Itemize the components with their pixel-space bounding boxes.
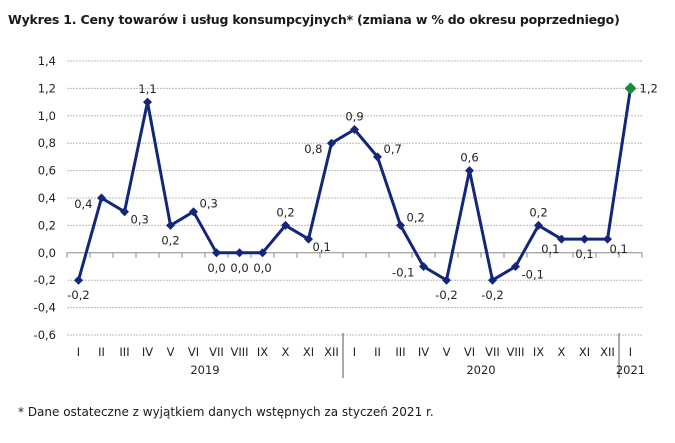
x-tick-label: VII (485, 345, 500, 359)
y-tick-label: 0,2 (38, 218, 56, 232)
data-label: 0,1 (541, 242, 559, 256)
data-point-marker (419, 262, 428, 271)
x-tick-label: IV (142, 345, 153, 359)
y-tick-label: 1,0 (38, 109, 56, 123)
x-tick-label: IX (533, 345, 544, 359)
data-label: 0,0 (207, 261, 225, 275)
data-label: -0,1 (392, 266, 414, 280)
x-tick-label: VIII (506, 345, 524, 359)
data-label: 0,2 (276, 205, 294, 219)
year-label: 2020 (466, 363, 495, 377)
data-point-marker (396, 220, 405, 230)
x-tick-label: XI (579, 345, 590, 359)
year-label: 2019 (190, 363, 219, 377)
data-label: 1,2 (640, 81, 658, 95)
data-point-marker (488, 275, 497, 285)
x-tick-label: X (558, 345, 566, 359)
data-label: -0,1 (522, 268, 544, 282)
x-tick-label: II (374, 345, 381, 359)
data-label: -0,2 (435, 288, 457, 302)
data-label: 0,7 (384, 142, 402, 156)
data-label: 0,6 (460, 151, 478, 165)
data-label: 0,0 (253, 261, 271, 275)
y-tick-label: -0,2 (34, 273, 56, 287)
y-tick-label: 1,2 (38, 81, 56, 95)
data-point-marker (511, 262, 520, 271)
x-tick-label: XII (600, 345, 615, 359)
y-tick-label: 0,0 (38, 246, 56, 260)
x-tick-label: I (629, 345, 632, 359)
data-point-marker (557, 234, 566, 244)
data-point-marker (166, 220, 175, 230)
data-point-marker (120, 207, 129, 217)
data-point-marker (327, 138, 336, 148)
data-point-marker (373, 152, 382, 162)
x-tick-label: I (77, 345, 80, 359)
y-tick-label: 1,4 (38, 54, 56, 68)
data-point-marker (624, 82, 637, 95)
data-point-marker (442, 275, 451, 285)
data-label: -0,2 (67, 288, 89, 302)
data-label: 0,1 (610, 242, 628, 256)
data-point-marker (97, 193, 106, 203)
data-label: 1,1 (138, 82, 156, 96)
y-tick-label: -0,4 (34, 301, 56, 315)
data-point-marker (304, 234, 313, 244)
data-point-marker (580, 234, 589, 244)
y-tick-label: 0,8 (38, 136, 56, 150)
data-point-marker (212, 248, 221, 258)
data-point-marker (143, 97, 152, 107)
year-label: 2021 (616, 363, 645, 377)
y-tick-label: 0,6 (38, 164, 56, 178)
x-tick-label: XII (324, 345, 339, 359)
footnote: * Dane ostateczne z wyjątkiem danych wst… (18, 405, 434, 419)
data-label: -0,2 (481, 288, 503, 302)
x-tick-label: V (443, 345, 451, 359)
x-tick-label: III (395, 345, 405, 359)
data-point-marker (534, 220, 543, 230)
data-label: 0,9 (345, 110, 363, 124)
chart-title: Wykres 1. Ceny towarów i usług konsumpcy… (8, 12, 620, 27)
data-label: 0,3 (131, 213, 149, 227)
data-point-marker (235, 248, 244, 258)
x-tick-label: II (98, 345, 105, 359)
data-label: 0,3 (200, 197, 218, 211)
x-tick-label: VIII (230, 345, 248, 359)
y-tick-label: -0,6 (34, 328, 56, 342)
data-point-marker (189, 207, 198, 217)
x-tick-label: XI (303, 345, 314, 359)
data-label: 0,0 (230, 261, 248, 275)
x-tick-label: I (353, 345, 356, 359)
x-tick-label: V (167, 345, 175, 359)
data-label: 0,2 (407, 210, 425, 224)
x-tick-label: IX (257, 345, 268, 359)
data-label: 0,8 (304, 142, 322, 156)
data-point-marker (465, 166, 474, 176)
x-tick-label: VI (464, 345, 475, 359)
data-point-marker (258, 248, 267, 258)
data-point-marker (281, 220, 290, 230)
x-tick-label: III (119, 345, 129, 359)
data-label: 0,2 (161, 233, 179, 247)
data-point-marker (350, 125, 359, 134)
data-label: 0,1 (575, 247, 593, 261)
data-point-marker (74, 275, 83, 285)
data-label: 0,4 (74, 197, 92, 211)
x-tick-label: IV (418, 345, 429, 359)
data-label: 0,2 (529, 205, 547, 219)
x-tick-label: X (282, 345, 290, 359)
y-tick-label: 0,4 (38, 191, 56, 205)
data-point-marker (603, 234, 612, 244)
x-tick-label: VII (209, 345, 224, 359)
x-tick-label: VI (188, 345, 199, 359)
data-label: 0,1 (313, 240, 331, 254)
